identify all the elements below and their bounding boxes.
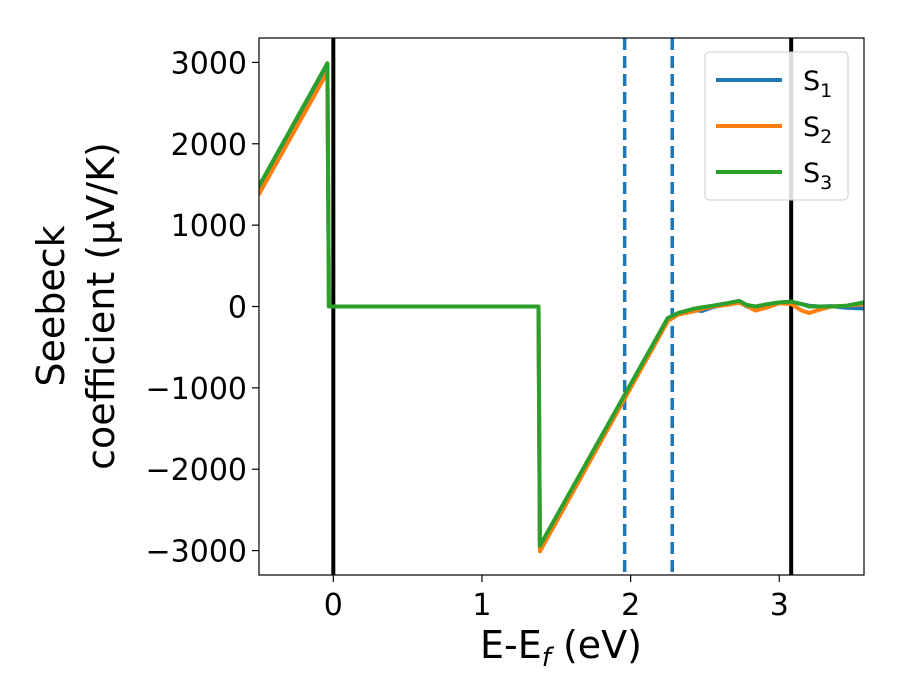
legend-label-3: S3	[803, 158, 832, 194]
y-axis-title-line-1: Seebeck	[29, 225, 73, 386]
legend-label-2: S2	[803, 112, 832, 148]
x-axis-title: E-Ef (eV)	[480, 623, 642, 673]
x-axis-ticks: 0 1 2 3	[324, 575, 789, 623]
y-tick-label: −3000	[146, 535, 247, 570]
y-tick-label: 3000	[171, 46, 247, 81]
y-tick-label: 0	[228, 291, 247, 326]
y-tick-label: 2000	[171, 128, 247, 163]
series-layer	[259, 61, 864, 554]
y-tick-label: 1000	[171, 209, 247, 244]
y-tick-label: −1000	[146, 372, 247, 407]
series-line-3	[259, 61, 864, 548]
x-tick-label: 2	[621, 588, 640, 623]
legend: S1 S2 S3	[704, 51, 849, 201]
y-tick-label: −2000	[146, 453, 247, 488]
y-axis-ticks: 3000 2000 1000 0 −1000 −2000 −3000	[146, 46, 259, 570]
x-tick-label: 0	[324, 588, 343, 623]
x-tick-label: 1	[472, 588, 491, 623]
x-tick-label: 3	[770, 588, 789, 623]
legend-label-1: S1	[803, 66, 832, 102]
y-axis-title-line-2: coefficient (μV/K)	[79, 142, 123, 470]
y-axis-title: Seebeck coefficient (μV/K)	[29, 142, 123, 470]
